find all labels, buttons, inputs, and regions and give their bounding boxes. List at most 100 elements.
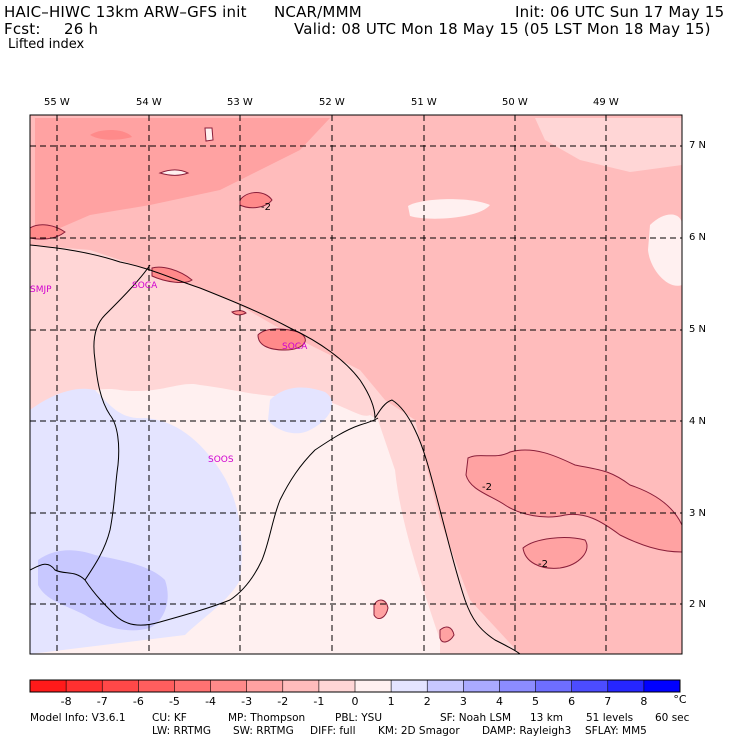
- footer-resolution: 13 km: [530, 712, 564, 724]
- colorbar-unit: °C: [673, 693, 687, 706]
- field-white-patch: [408, 199, 490, 219]
- colorbar-swatch: [427, 680, 464, 692]
- lat-label-3n: 3 N: [689, 508, 707, 519]
- footer-km: KM: 2D Smagor: [378, 725, 460, 737]
- map-frame: [29, 114, 683, 655]
- lon-label-49w: 49 W: [593, 97, 619, 108]
- lon-label-50w: 50 W: [502, 97, 528, 108]
- field-plus2-region: [38, 550, 168, 631]
- footer-timestep: 60 sec: [655, 712, 690, 724]
- colorbar-swatch: [66, 680, 103, 692]
- colorbar-swatch: [282, 680, 320, 692]
- colorbar-value: 2: [423, 695, 431, 708]
- colorbar-swatch: [571, 680, 609, 692]
- colorbar-value: 3: [459, 695, 467, 708]
- colorbar-value: 6: [568, 695, 576, 708]
- colorbar-swatch: [391, 680, 428, 692]
- colorbar-value: -1: [313, 695, 325, 708]
- station-socm: SOCA: [132, 281, 158, 291]
- colorbar-swatch: [643, 680, 681, 692]
- org-label: NCAR/MMM: [274, 3, 362, 21]
- colorbar-swatch: [30, 680, 67, 692]
- colorbar-value: 7: [604, 695, 612, 708]
- feature-west-loop: [30, 224, 66, 240]
- colorbar-value: 8: [640, 695, 648, 708]
- lat-label-5n: 5 N: [689, 324, 707, 335]
- feature-minus2-loop: [239, 192, 273, 209]
- colorbar-value: -7: [96, 695, 108, 708]
- colorbar-swatch: [138, 680, 175, 692]
- colorbar-value: -2: [277, 695, 289, 708]
- station-smjp: SMJP: [30, 285, 52, 295]
- coastlines: [30, 244, 521, 654]
- latlon-grid: [30, 115, 682, 654]
- footer-pbl: PBL: YSU: [335, 712, 383, 724]
- field-minus2-blob-east: [465, 449, 682, 553]
- colorbar-value: 4: [495, 695, 503, 708]
- lon-label-54w: 54 W: [136, 97, 162, 108]
- colorbar-value: -8: [60, 695, 72, 708]
- footer-sf: SF: Noah LSM: [440, 712, 512, 724]
- valid-time: Valid: 08 UTC Mon 18 May 15 (05 LST Mon …: [294, 20, 711, 38]
- colorbar-swatch: [355, 680, 392, 692]
- field-plus1-patch: [268, 387, 333, 434]
- colorbar-swatch: [102, 680, 139, 692]
- model-title: HAIC–HIWC 13km ARW–GFS init: [4, 3, 247, 21]
- feature-small-loop: [158, 169, 190, 176]
- feature-inland-loop: [373, 599, 389, 619]
- colorbar-value: 0: [351, 695, 359, 708]
- lon-label-51w: 51 W: [411, 97, 437, 108]
- feature-inland-loop-2: [439, 626, 455, 643]
- colorbar-swatch: [607, 680, 645, 692]
- feature-coast-loop: [151, 266, 193, 284]
- colorbar-swatch: [463, 680, 500, 692]
- footer-damp: DAMP: Rayleigh3: [482, 725, 572, 737]
- feature-small-island: [204, 127, 214, 142]
- colorbar-swatch: [246, 680, 284, 692]
- forecast-label: Fcst:: [4, 20, 41, 38]
- feature-minus2-loop-coast: [257, 328, 306, 351]
- lon-label-52w: 52 W: [319, 97, 345, 108]
- colorbar-value: -6: [132, 695, 144, 708]
- footer-levels: 51 levels: [586, 712, 634, 724]
- footer-sw: SW: RRTMG: [233, 725, 294, 737]
- lat-label-2n: 2 N: [689, 599, 707, 610]
- lon-label-55w: 55 W: [44, 97, 70, 108]
- lat-label-6n: 6 N: [689, 232, 707, 243]
- footer-lw: LW: RRTMG: [152, 725, 211, 737]
- contour-label-3: -2: [538, 559, 548, 570]
- footer-model-info: Model Info: V3.6.1: [30, 712, 126, 724]
- field-minus1-region: [30, 115, 682, 654]
- field-ne-patch: [535, 118, 682, 172]
- field-name: Lifted index: [8, 37, 85, 52]
- feature-nw-blob: [90, 129, 132, 140]
- forecast-hour: 26 h: [64, 20, 99, 38]
- footer-sflay: SFLAY: MM5: [585, 725, 647, 737]
- lat-label-7n: 7 N: [689, 140, 707, 151]
- lon-label-53w: 53 W: [227, 97, 253, 108]
- lat-label-4n: 4 N: [689, 416, 707, 427]
- station-soos: SOOS: [208, 455, 234, 465]
- colorbar-value: 1: [387, 695, 395, 708]
- station-soca: SOCA: [282, 342, 308, 352]
- field-minus2-blob-south: [522, 537, 588, 569]
- field-white-patch-east: [648, 214, 682, 286]
- colorbar-value: 5: [532, 695, 540, 708]
- footer-cu: CU: KF: [152, 712, 187, 724]
- colorbar-swatch: [210, 680, 248, 692]
- colorbar-swatch: [174, 680, 212, 692]
- colorbar-value: -4: [205, 695, 217, 708]
- footer-mp: MP: Thompson: [228, 712, 306, 724]
- colorbar-value: -5: [168, 695, 180, 708]
- colorbar: [29, 679, 681, 693]
- colorbar-swatch: [499, 680, 537, 692]
- init-time: Init: 06 UTC Sun 17 May 15: [515, 3, 725, 21]
- footer-diff: DIFF: full: [310, 725, 356, 737]
- colorbar-swatch: [535, 680, 573, 692]
- contour-label-1: -2: [261, 202, 271, 213]
- contour-label-2: -2: [482, 482, 492, 493]
- feature-tiny-loop: [231, 310, 247, 316]
- colorbar-value: -3: [241, 695, 253, 708]
- colorbar-swatch: [318, 680, 356, 692]
